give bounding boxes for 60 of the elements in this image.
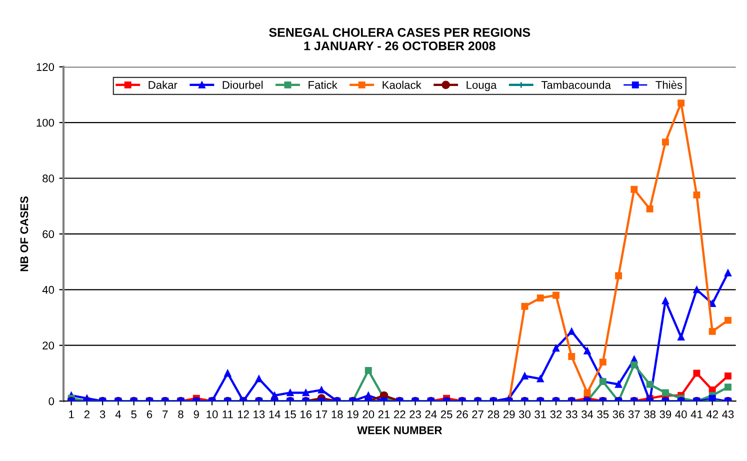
- x-tick-label: 39: [660, 410, 672, 418]
- x-tick-label: 4: [115, 410, 121, 418]
- x-tick-label: 15: [284, 410, 296, 418]
- y-tick-label: 0: [48, 397, 54, 406]
- y-tick-label: 20: [42, 342, 54, 350]
- legend-label: Louga: [466, 81, 497, 92]
- x-tick-label: 2: [84, 410, 90, 418]
- legend-label: Kaolack: [382, 80, 422, 89]
- y-tick-label: 100: [36, 118, 54, 127]
- x-tick-label: 37: [628, 410, 640, 418]
- x-tick-label: 13: [254, 410, 265, 418]
- x-tick-label: 6: [146, 410, 152, 418]
- x-tick-label: 19: [347, 410, 358, 418]
- x-tick-label: 28: [488, 410, 500, 418]
- x-tick-label: 21: [378, 410, 390, 418]
- x-tick-label: 34: [582, 410, 594, 418]
- x-tick-label: 35: [597, 410, 609, 418]
- y-tick-label: 120: [36, 63, 54, 71]
- x-tick-label: 17: [316, 410, 328, 418]
- x-tick-label: 18: [332, 410, 343, 418]
- x-axis-title: WEEK NUMBER: [357, 426, 442, 434]
- x-tick-label: 42: [706, 410, 718, 418]
- x-tick-label: 38: [644, 410, 656, 418]
- x-tick-label: 32: [550, 410, 562, 418]
- x-tick-label: 26: [456, 410, 468, 418]
- x-tick-label: 22: [394, 410, 406, 418]
- x-tick-label: 14: [269, 410, 280, 418]
- y-tick-label: 40: [42, 286, 54, 294]
- x-tick-label: 7: [162, 410, 168, 418]
- x-tick-label: 8: [178, 410, 184, 418]
- x-tick-label: 40: [675, 410, 687, 418]
- x-tick-label: 23: [410, 410, 421, 418]
- x-tick-label: 30: [518, 410, 530, 418]
- x-tick-label: 24: [425, 410, 437, 418]
- x-tick-label: 5: [131, 410, 136, 418]
- legend-label: Fatick: [308, 80, 338, 89]
- x-tick-label: 31: [534, 410, 546, 418]
- x-tick-label: 1: [69, 410, 74, 418]
- legend-label: Tambacounda: [541, 80, 611, 89]
- x-tick-label: 41: [690, 410, 702, 418]
- y-tick-label: 60: [42, 230, 54, 238]
- y-axis-title: NB OF CASES: [20, 196, 28, 272]
- x-tick-label: 11: [222, 410, 233, 418]
- x-tick-label: 3: [100, 410, 106, 418]
- y-tick-label: 80: [42, 174, 54, 182]
- x-tick-label: 43: [722, 410, 734, 418]
- x-tick-label: 36: [612, 410, 624, 418]
- legend-label: Diourbel: [222, 80, 263, 89]
- chart-title: SENEGAL CHOLERA CASES PER REGIONS 1 JANUARY - 26 OCTOBER 2008: [269, 28, 530, 50]
- x-tick-label: 12: [238, 410, 249, 418]
- legend-label: Thiès: [656, 80, 682, 89]
- x-tick-label: 10: [206, 410, 218, 418]
- legend-label: Dakar: [148, 80, 178, 89]
- x-tick-label: 29: [503, 410, 515, 418]
- x-tick-label: 9: [194, 410, 199, 418]
- x-tick-label: 33: [566, 410, 578, 418]
- x-tick-label: 16: [300, 410, 312, 418]
- x-tick-label: 27: [472, 410, 484, 418]
- x-tick-label: 25: [440, 410, 452, 418]
- x-tick-label: 20: [362, 410, 374, 418]
